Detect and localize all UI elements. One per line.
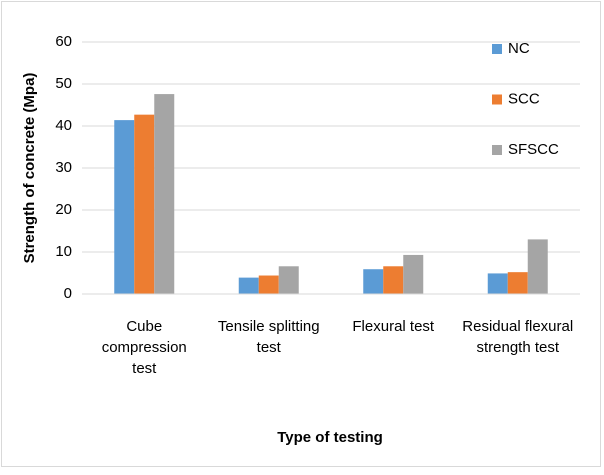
y-tick-label: 60	[55, 33, 72, 50]
y-tick-label: 0	[64, 285, 72, 302]
legend-label: SFSCC	[508, 141, 559, 158]
x-tick-label: Flexural test	[352, 318, 435, 335]
x-tick-label: Cube compression test	[101, 318, 187, 377]
x-tick-label: Tensile splitting test	[217, 318, 320, 356]
bar	[527, 239, 548, 294]
x-tick-label: Residual flexural strength test	[462, 318, 574, 356]
y-axis-title: Strength of concrete (Mpa)	[21, 73, 38, 264]
bar	[114, 120, 135, 295]
bar	[383, 266, 404, 294]
legend-swatch	[492, 44, 502, 54]
y-tick-label: 30	[55, 159, 72, 176]
bar	[258, 275, 279, 294]
bar	[134, 114, 155, 294]
bar	[278, 266, 299, 294]
legend-label: SCC	[508, 90, 540, 107]
bar	[238, 277, 259, 294]
bar	[403, 254, 424, 294]
bar	[487, 273, 508, 294]
y-tick-label: 50	[55, 75, 72, 92]
y-tick-label: 10	[55, 243, 72, 260]
bar	[154, 94, 175, 294]
y-tick-label: 40	[55, 117, 72, 134]
bar	[507, 272, 528, 294]
bar	[363, 269, 384, 294]
chart-frame	[1, 1, 601, 467]
y-tick-label: 20	[55, 201, 72, 218]
x-axis-title: Type of testing	[277, 429, 383, 446]
legend-swatch	[492, 94, 502, 105]
legend-swatch	[492, 145, 502, 155]
legend-label: NC	[508, 40, 530, 57]
